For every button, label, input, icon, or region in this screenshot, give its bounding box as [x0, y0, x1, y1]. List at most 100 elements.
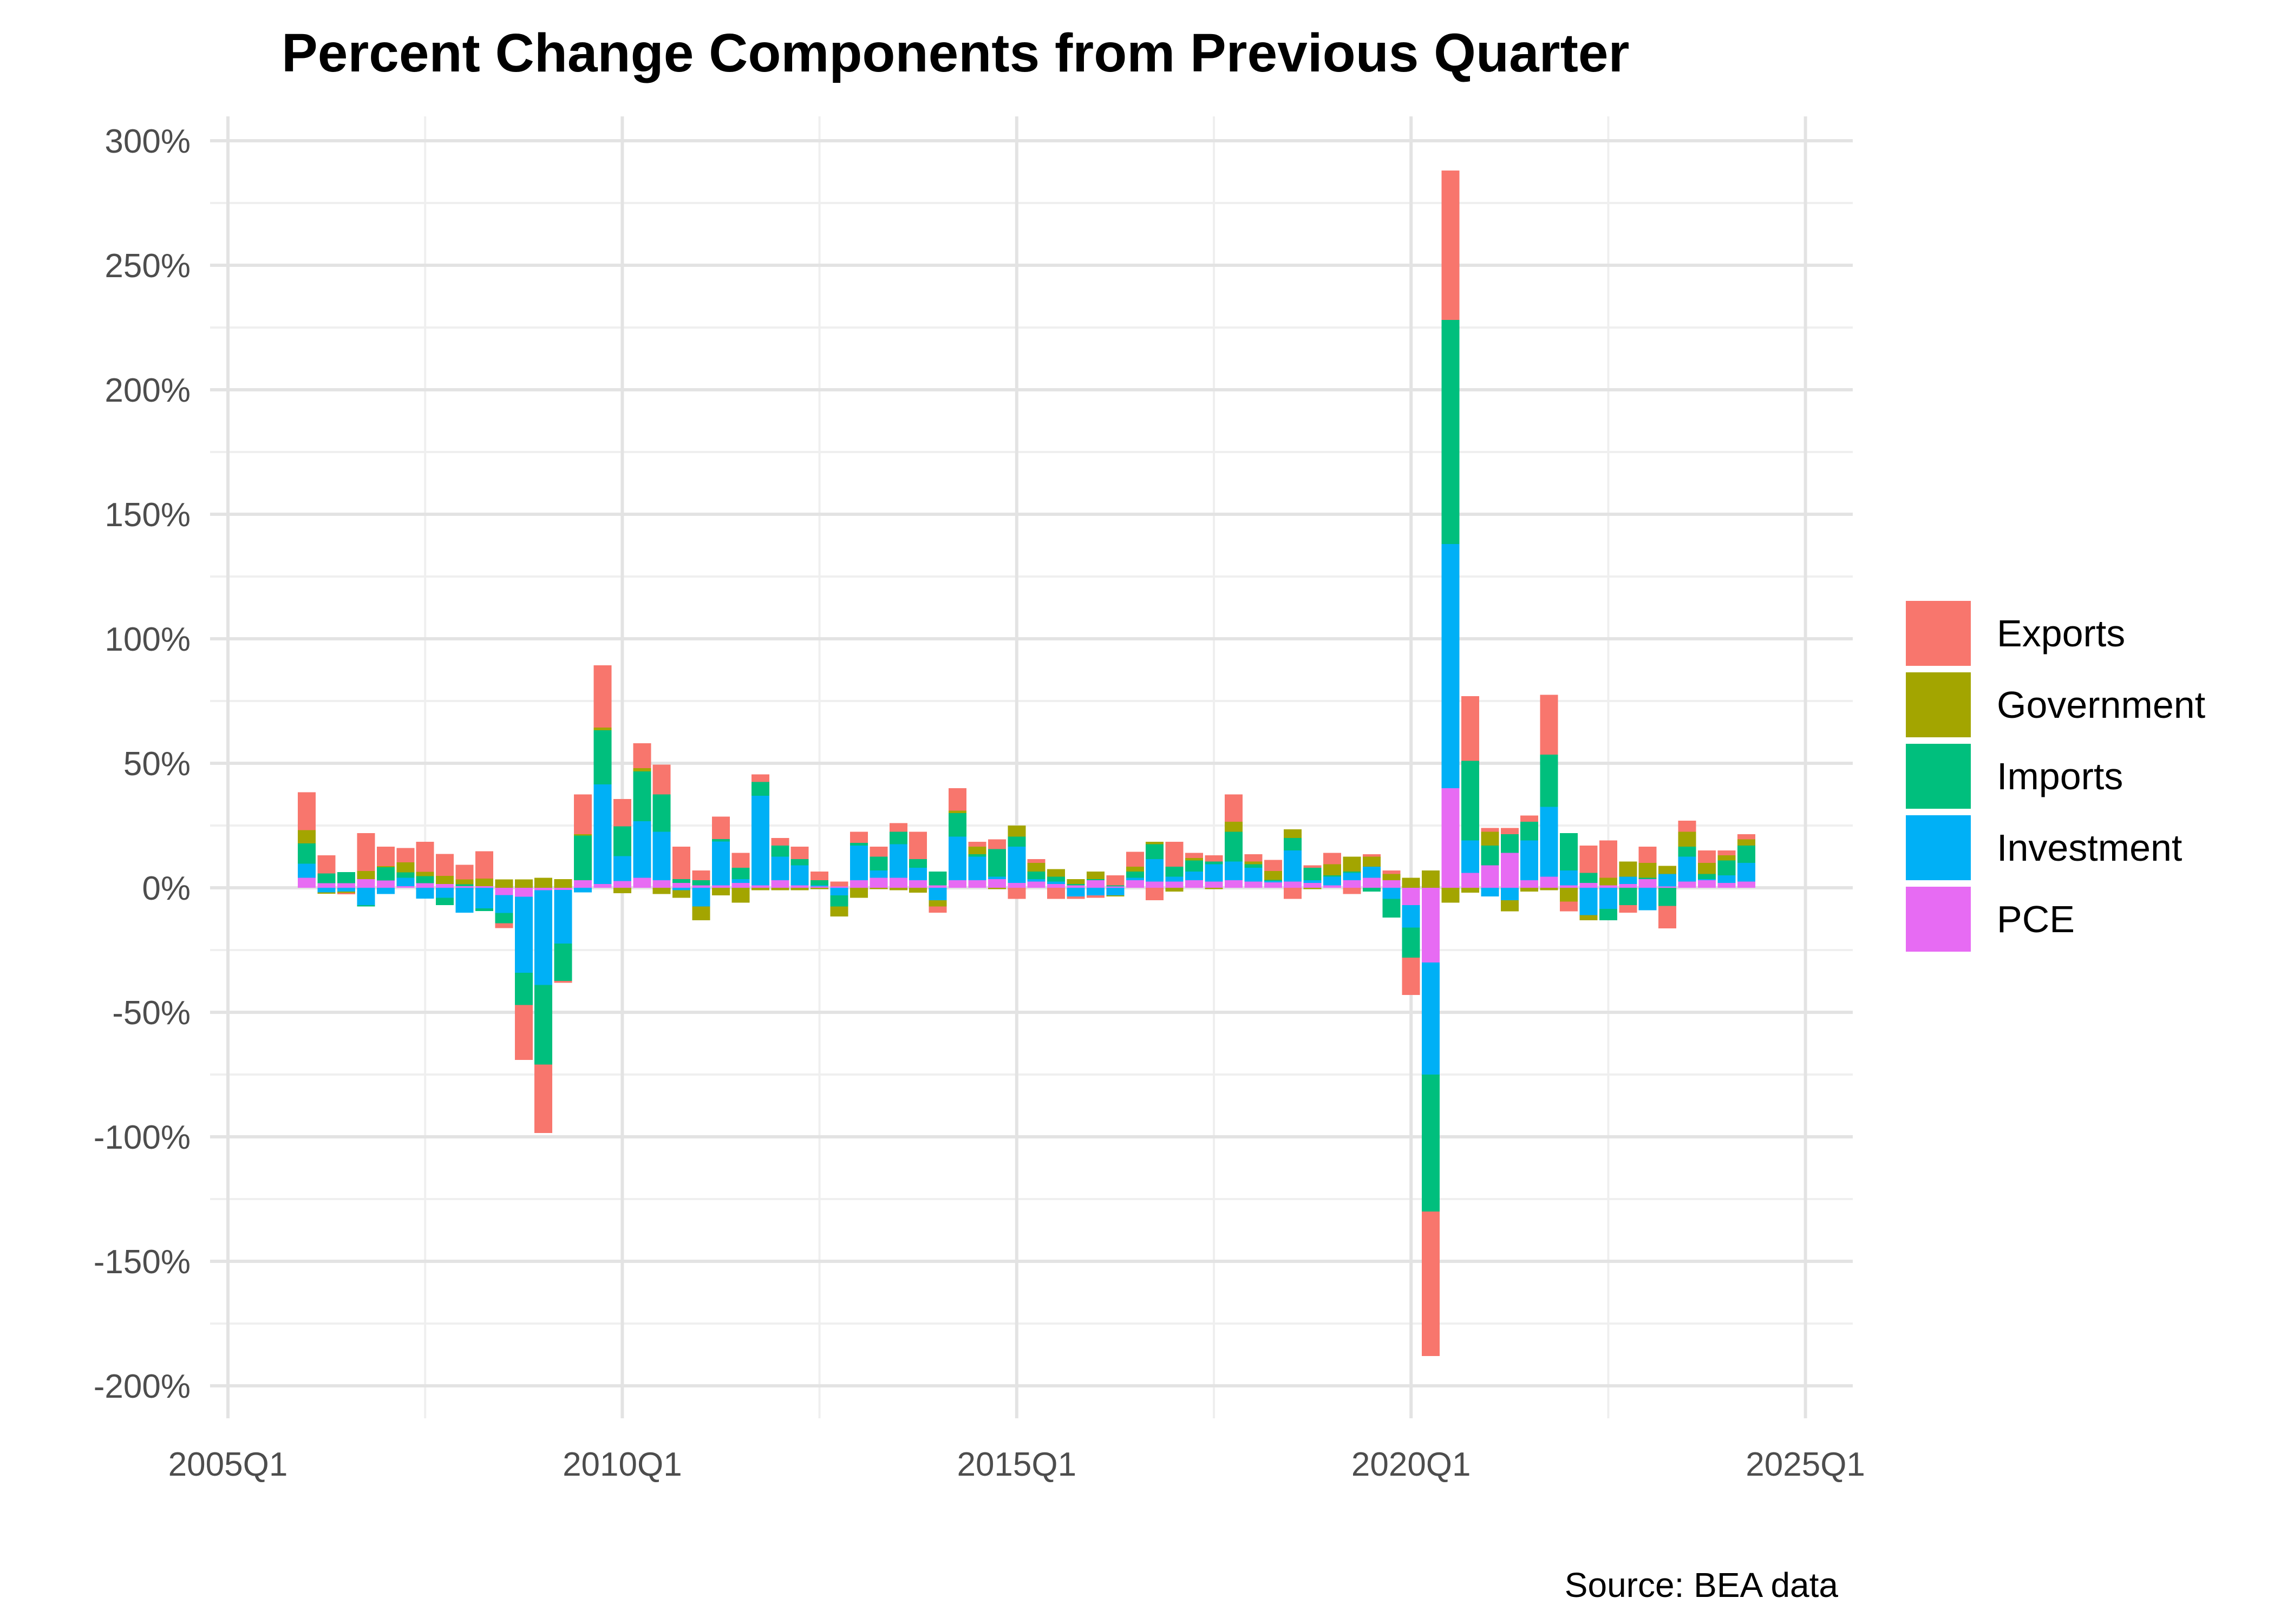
bar-segment-imports-2022Q3: [1599, 909, 1617, 920]
bar-segment-imports-2007Q1: [376, 867, 395, 881]
bar-segment-investment-2010Q3: [652, 831, 671, 881]
bar-segment-exports-2017Q3: [1205, 855, 1223, 862]
bar-segment-investment-2016Q3: [1126, 878, 1144, 881]
bar-segment-investment-2011Q2: [712, 841, 730, 886]
bar-segment-pce-2015Q3: [1047, 884, 1066, 888]
y-axis-tick-label: -150%: [94, 1243, 191, 1281]
bar-segment-exports-2022Q3: [1599, 840, 1617, 878]
bar-segment-investment-2008Q4: [514, 896, 533, 973]
bar-segment-pce-2009Q2: [554, 888, 572, 890]
bar-segment-imports-2022Q4: [1619, 888, 1637, 906]
bar-segment-investment-2010Q1: [613, 856, 631, 881]
bar-segment-government-2020Q3: [1441, 888, 1460, 903]
bar-segment-investment-2020Q1: [1402, 905, 1420, 928]
bar-segment-government-2008Q4: [514, 879, 533, 888]
bar-segment-exports-2012Q2: [790, 847, 809, 860]
bar-segment-imports-2007Q3: [416, 876, 434, 883]
bar-segment-imports-2022Q1: [1560, 833, 1578, 870]
bar-segment-imports-2017Q3: [1205, 861, 1223, 865]
bar-segment-investment-2017Q1: [1165, 876, 1184, 882]
bar-segment-investment-2008Q1: [455, 888, 474, 913]
bar-segment-government-2011Q1: [692, 906, 710, 920]
bar-segment-investment-2007Q4: [436, 888, 454, 898]
bar-segment-exports-2008Q1: [455, 865, 474, 880]
bar-segment-government-2023Q4: [1698, 863, 1716, 874]
bar-segment-pce-2022Q1: [1560, 885, 1578, 888]
bar-segment-investment-2018Q3: [1284, 850, 1302, 882]
bar-segment-government-2013Q2: [870, 888, 888, 889]
bar-segment-exports-2021Q3: [1520, 815, 1539, 822]
bar-segment-investment-2014Q4: [988, 876, 1006, 879]
bar-segment-pce-2017Q2: [1185, 880, 1204, 888]
bar-segment-government-2007Q4: [436, 875, 454, 885]
bar-segment-pce-2007Q4: [436, 884, 454, 888]
bar-segment-government-2009Q4: [593, 728, 612, 730]
bar-segment-investment-2015Q4: [1067, 888, 1085, 897]
bar-segment-government-2015Q3: [1047, 869, 1066, 877]
bar-segment-imports-2019Q2: [1343, 872, 1361, 873]
bar-segment-exports-2008Q2: [475, 851, 493, 879]
axis-labels: 300% 250% 200% 150% 100% 50% 0% -50% -100% -150% -…: [94, 123, 1865, 1483]
bar-segment-exports-2020Q3: [1441, 171, 1460, 320]
bar-segment-pce-2021Q4: [1540, 876, 1558, 888]
bar-segment-pce-2024Q2: [1737, 881, 1755, 888]
bar-segment-government-2012Q1: [771, 888, 789, 890]
bar-segment-exports-2013Q4: [909, 831, 927, 860]
bar-segment-government-2012Q2: [790, 888, 809, 890]
bar-segment-exports-2012Q4: [830, 881, 848, 887]
bar-segment-government-2019Q3: [1362, 856, 1381, 867]
legend-item-investment: Investment: [1906, 815, 2182, 880]
bar-segment-government-2008Q2: [475, 878, 493, 887]
bar-segment-pce-2017Q4: [1224, 880, 1243, 888]
bar-segment-investment-2021Q4: [1540, 807, 1558, 877]
legend-key-investment: [1906, 815, 1971, 880]
bar-segment-pce-2023Q3: [1678, 881, 1696, 888]
bar-segment-investment-2007Q3: [416, 888, 434, 899]
bar-segment-pce-2017Q1: [1165, 881, 1184, 888]
bar-segment-government-2018Q2: [1264, 871, 1282, 880]
bar-segment-government-2024Q2: [1737, 839, 1755, 846]
bar-segment-pce-2007Q1: [376, 880, 395, 888]
bar-segment-pce-2008Q4: [514, 888, 533, 897]
legend-item-pce: PCE: [1906, 887, 2075, 952]
bar-segment-investment-2020Q4: [1461, 840, 1479, 873]
bar-segment-investment-2010Q4: [672, 888, 691, 890]
bar-segment-investment-2018Q1: [1244, 868, 1263, 882]
bar-segment-imports-2008Q4: [514, 972, 533, 1005]
bar-segment-government-2010Q4: [672, 890, 691, 898]
bar-segment-government-2015Q1: [1008, 826, 1026, 837]
bar-segment-investment-2022Q1: [1560, 870, 1578, 886]
bar-segment-exports-2015Q4: [1067, 896, 1085, 899]
bar-segment-exports-2010Q1: [613, 798, 631, 827]
bar-segment-pce-2013Q2: [870, 878, 888, 888]
bar-segment-investment-2022Q4: [1619, 876, 1637, 885]
bar-segment-imports-2017Q4: [1224, 831, 1243, 862]
bar-segment-pce-2016Q3: [1126, 880, 1144, 888]
bar-segment-investment-2023Q1: [1638, 888, 1657, 911]
bar-segment-imports-2017Q2: [1185, 860, 1204, 872]
bar-segment-pce-2006Q3: [337, 883, 356, 888]
bar-segment-government-2008Q3: [495, 879, 513, 888]
bar-segment-government-2017Q3: [1205, 888, 1223, 889]
bar-segment-imports-2021Q3: [1520, 822, 1539, 841]
stacked-bars: [298, 171, 1755, 1356]
bar-segment-investment-2024Q2: [1737, 863, 1755, 882]
bar-segment-imports-2010Q1: [613, 826, 631, 856]
bar-segment-exports-2016Q2: [1106, 875, 1125, 886]
bar-segment-government-2017Q4: [1224, 822, 1243, 832]
bar-segment-government-2020Q1: [1402, 878, 1420, 888]
bar-segment-exports-2023Q4: [1698, 850, 1716, 863]
bar-segment-imports-2006Q4: [357, 905, 375, 907]
bar-segment-pce-2015Q1: [1008, 882, 1026, 888]
bar-segment-investment-2011Q1: [692, 888, 710, 907]
bar-segment-exports-2006Q1: [298, 792, 316, 830]
y-axis-tick-label: 150%: [104, 496, 191, 534]
bar-segment-pce-2018Q3: [1284, 881, 1302, 888]
bar-segment-imports-2009Q2: [554, 944, 572, 981]
bar-segment-imports-2012Q2: [790, 859, 809, 866]
bar-segment-pce-2020Q3: [1441, 788, 1460, 888]
bar-segment-investment-2013Q1: [850, 845, 868, 881]
bar-segment-investment-2014Q3: [968, 856, 986, 881]
bar-segment-pce-2021Q3: [1520, 880, 1539, 888]
bar-segment-imports-2021Q2: [1500, 834, 1519, 853]
